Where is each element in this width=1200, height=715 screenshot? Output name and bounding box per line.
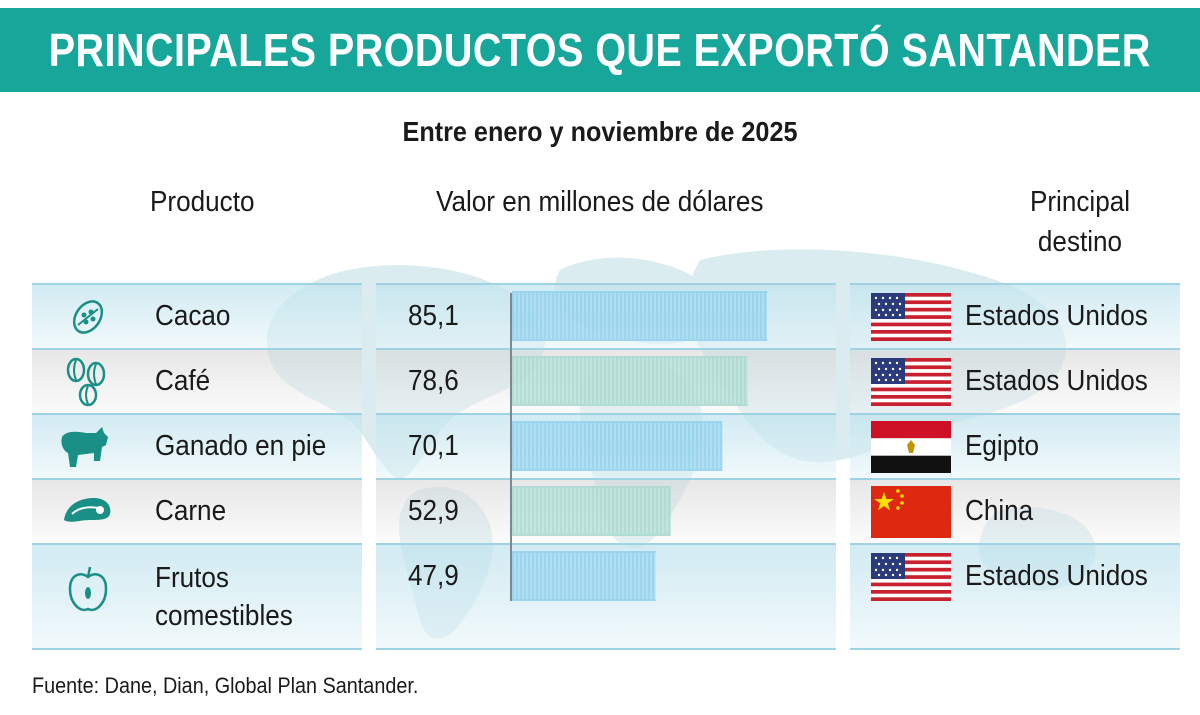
coffee-beans-icon: [66, 357, 106, 407]
table-row: Café: [32, 348, 362, 413]
chart-title: PRINCIPALES PRODUCTOS QUE EXPORTÓ SANTAN…: [48, 24, 1152, 76]
product-name: Cacao: [155, 300, 231, 332]
bar-axis-line: [510, 293, 512, 601]
destination-column-header: Principal destino: [1029, 186, 1131, 258]
usa-flag-icon: [871, 553, 951, 601]
table-row: Estados Unidos: [850, 348, 1180, 413]
product-name: Frutos comestibles: [155, 562, 293, 632]
data-label: 70,1: [408, 430, 459, 462]
bar-1: [512, 291, 768, 341]
usa-flag-icon: [871, 293, 951, 341]
product-name: Café: [155, 365, 211, 397]
destination-name: Egipto: [965, 430, 1040, 462]
title-banner: PRINCIPALES PRODUCTOS QUE EXPORTÓ SANTAN…: [0, 8, 1200, 92]
egypt-flag-icon: [871, 421, 951, 473]
data-label: 78,6: [408, 365, 459, 397]
apple-icon: [68, 566, 108, 612]
product-name: Carne: [155, 495, 227, 527]
bar-2: [512, 356, 748, 406]
data-label: 52,9: [408, 495, 459, 527]
data-label: 85,1: [408, 300, 459, 332]
value-column-header: Valor en millones de dólares: [436, 186, 764, 218]
bar-5: [512, 551, 656, 601]
source-note: Fuente: Dane, Dian, Global Plan Santande…: [32, 673, 419, 698]
table-row: Estados Unidos: [850, 543, 1180, 650]
meat-icon: [64, 498, 111, 522]
table-row: Estados Unidos: [850, 283, 1180, 348]
value-panel: 85,1 78,6 70,1 52,9 47,9: [376, 283, 836, 650]
table-row: Frutos comestibles: [32, 543, 362, 650]
destination-name: Estados Unidos: [965, 560, 1148, 592]
product-panel: Cacao Café Ganado en pie Carne: [32, 283, 362, 650]
cacao-pod-icon: [72, 300, 104, 334]
destination-name: Estados Unidos: [965, 300, 1148, 332]
china-flag-icon: [871, 486, 951, 538]
table-row: Egipto: [850, 413, 1180, 478]
data-label: 47,9: [408, 560, 459, 592]
product-column-header: Producto: [150, 186, 255, 218]
bar-chart: [512, 291, 768, 601]
table-row: Carne: [32, 478, 362, 543]
destination-name: Estados Unidos: [965, 365, 1148, 397]
table-row: Cacao: [32, 283, 362, 348]
destination-name: China: [965, 495, 1034, 527]
chart-subtitle: Entre enero y noviembre de 2025: [402, 116, 798, 147]
usa-flag-icon: [871, 358, 951, 406]
destination-panel: Estados Unidos Estados Unidos Egipto: [850, 283, 1180, 650]
table-row: Ganado en pie: [32, 413, 362, 478]
product-name: Ganado en pie: [155, 430, 327, 462]
cattle-icon: [61, 427, 108, 467]
table-row: China: [850, 478, 1180, 543]
bar-3: [512, 421, 723, 471]
bar-4: [512, 486, 671, 536]
